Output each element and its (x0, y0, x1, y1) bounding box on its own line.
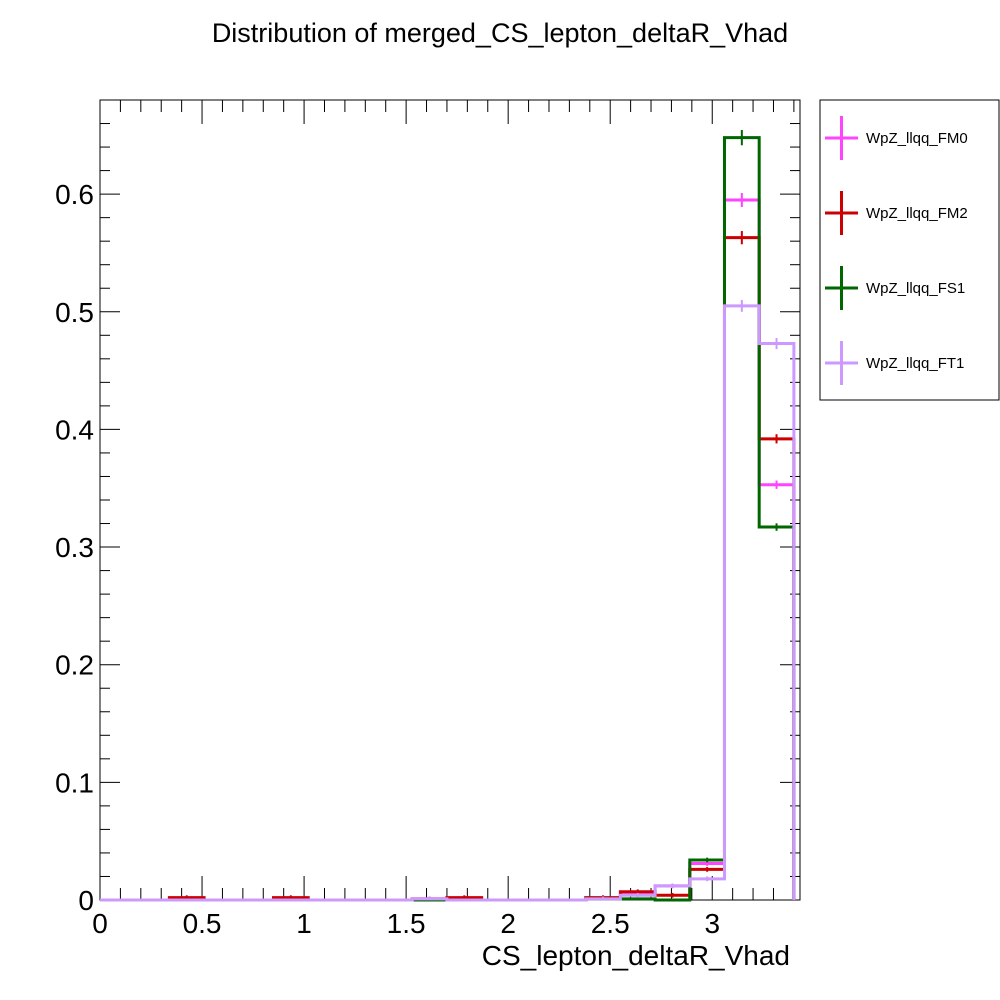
legend-entry: WpZ_llqq_FT1 (825, 341, 964, 385)
series-WpZ_llqq_FT1 (100, 299, 796, 902)
chart-title: Distribution of merged_CS_lepton_deltaR_… (212, 18, 788, 48)
legend-box (819, 99, 1000, 401)
legend: WpZ_llqq_FM0 WpZ_llqq_FM2 WpZ_llqq_FS1 WpZ_… (819, 99, 1000, 401)
y-tick-label: 0 (78, 885, 94, 916)
legend-entry: WpZ_llqq_FM2 (825, 191, 968, 235)
y-tick-label: 0.2 (55, 650, 94, 681)
x-tick-label: 1.5 (387, 908, 426, 939)
x-tick-label: 1 (296, 908, 312, 939)
series-step-line (100, 136, 796, 902)
x-tick-label: 0.5 (183, 908, 222, 939)
legend-entry: WpZ_llqq_FS1 (825, 266, 965, 310)
y-tick-label: 0.1 (55, 767, 94, 798)
series-WpZ_llqq_FS1 (100, 130, 796, 902)
x-tick-label: 2.5 (591, 908, 630, 939)
y-tick-label: 0.3 (55, 532, 94, 563)
legend-label: WpZ_llqq_FM2 (866, 205, 968, 222)
y-tick-label: 0.5 (55, 297, 94, 328)
legend-label: WpZ_llqq_FT1 (866, 355, 964, 372)
series-WpZ_llqq_FM2 (100, 231, 796, 902)
series-step-line (100, 198, 796, 902)
legend-entries: WpZ_llqq_FM0 WpZ_llqq_FM2 WpZ_llqq_FS1 WpZ_… (825, 116, 968, 385)
x-axis-title: CS_lepton_deltaR_Vhad (482, 940, 790, 971)
tick-labels: 0 0.5 1 1.5 2 2.5 3 0 0.1 0.2 0.3 0.4 0.5 0.6 (55, 179, 720, 939)
plot-frame (99, 99, 801, 901)
legend-label: WpZ_llqq_FM0 (866, 130, 968, 147)
series-step-line (100, 236, 796, 902)
axis-ticks (99, 99, 800, 901)
histogram-series (100, 130, 796, 902)
series-step-line (100, 304, 796, 902)
legend-entry: WpZ_llqq_FM0 (825, 116, 968, 160)
x-tick-label: 2 (500, 908, 516, 939)
x-tick-label: 3 (704, 908, 720, 939)
series-WpZ_llqq_FM0 (100, 193, 796, 902)
y-tick-label: 0.4 (55, 414, 94, 445)
y-tick-label: 0.6 (55, 179, 94, 210)
legend-label: WpZ_llqq_FS1 (866, 280, 965, 297)
x-tick-label: 0 (92, 908, 108, 939)
